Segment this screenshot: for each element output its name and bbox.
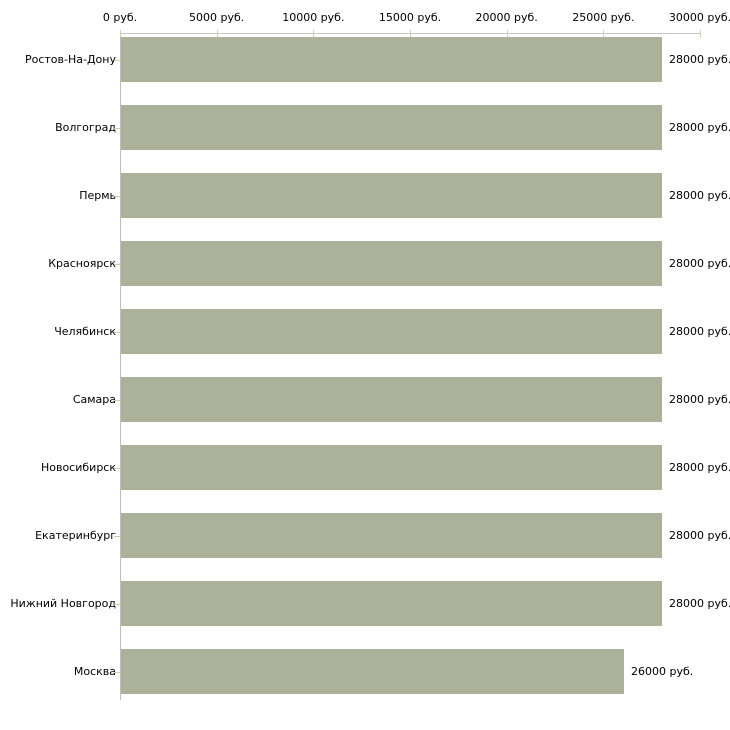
value-label: 28000 руб. xyxy=(669,120,730,134)
category-label: Нижний Новгород xyxy=(10,596,116,610)
bar xyxy=(121,377,662,422)
x-tick-label: 25000 руб. xyxy=(572,11,635,24)
value-label: 28000 руб. xyxy=(669,392,730,406)
value-label: 28000 руб. xyxy=(669,52,730,66)
x-tick-mark xyxy=(313,30,315,37)
value-label: 28000 руб. xyxy=(669,528,730,542)
category-label: Екатеринбург xyxy=(35,528,116,542)
category-label: Красноярск xyxy=(48,256,116,270)
x-tick-mark xyxy=(120,30,121,37)
x-tick-label: 5000 руб. xyxy=(189,11,245,24)
value-label: 28000 руб. xyxy=(669,256,730,270)
category-label: Самара xyxy=(72,392,116,406)
category-tick-mark xyxy=(114,195,120,197)
x-tick-mark xyxy=(603,30,605,37)
value-label: 26000 руб. xyxy=(631,664,694,678)
bar xyxy=(121,37,662,82)
category-label: Москва xyxy=(73,664,116,678)
bar xyxy=(121,445,662,490)
bar xyxy=(121,513,662,558)
bar xyxy=(121,173,662,218)
x-tick-mark xyxy=(506,30,508,37)
value-label: 28000 руб. xyxy=(669,460,730,474)
bar xyxy=(121,105,662,150)
category-tick-mark xyxy=(114,59,120,61)
category-label: Новосибирск xyxy=(40,460,116,474)
category-label: Ростов-На-Дону xyxy=(24,52,116,66)
value-label: 28000 руб. xyxy=(669,188,730,202)
x-tick-label: 30000 руб. xyxy=(668,11,730,24)
category-tick-mark xyxy=(114,399,120,401)
y-axis-line xyxy=(120,33,121,700)
category-tick-mark xyxy=(114,331,120,333)
bar xyxy=(121,309,662,354)
x-tick-label: 20000 руб. xyxy=(475,11,538,24)
x-tick-label: 15000 руб. xyxy=(378,11,442,24)
x-tick-mark xyxy=(700,30,701,37)
category-tick-mark xyxy=(114,603,120,605)
value-label: 28000 руб. xyxy=(669,596,730,610)
x-tick-mark xyxy=(216,30,218,37)
category-label: Волгоград xyxy=(55,120,116,134)
bar xyxy=(121,649,624,694)
x-tick-label: 0 руб. xyxy=(102,11,138,24)
x-tick-label: 10000 руб. xyxy=(282,11,345,24)
bar xyxy=(121,241,662,286)
category-label: Челябинск xyxy=(54,324,116,338)
category-tick-mark xyxy=(114,535,120,537)
category-tick-mark xyxy=(114,467,120,469)
x-tick-mark xyxy=(410,30,411,37)
bar xyxy=(121,581,662,626)
category-tick-mark xyxy=(114,671,120,673)
category-tick-mark xyxy=(114,263,120,265)
category-label: Пермь xyxy=(79,188,116,202)
value-label: 28000 руб. xyxy=(669,324,730,338)
category-tick-mark xyxy=(114,127,120,129)
